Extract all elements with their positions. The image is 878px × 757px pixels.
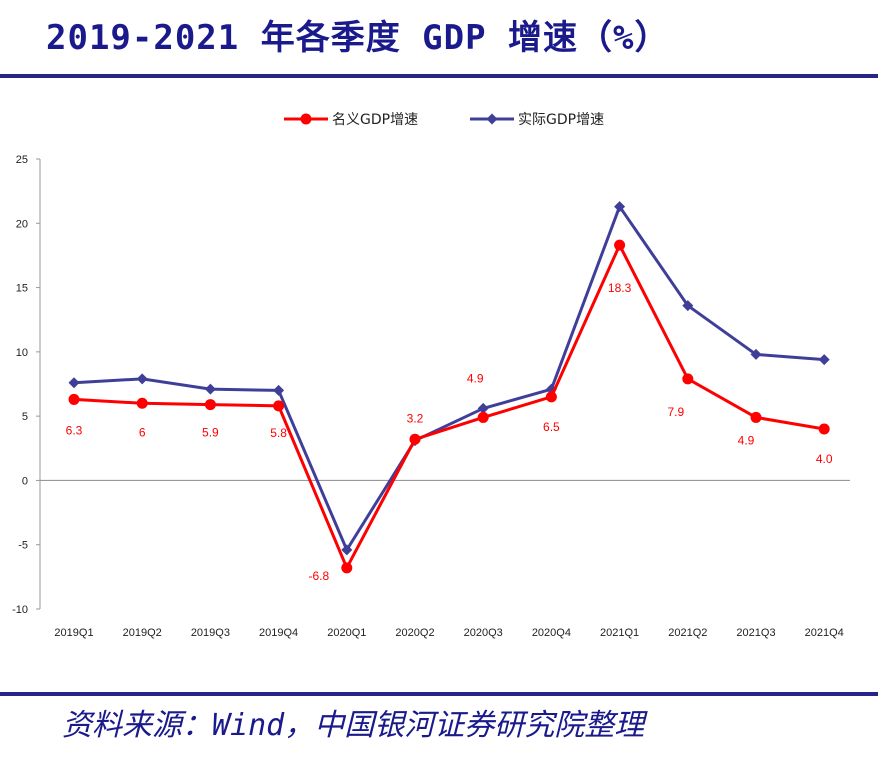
data-label: 3.2 bbox=[407, 411, 424, 425]
data-point bbox=[204, 399, 216, 411]
data-label: 4.9 bbox=[467, 371, 484, 385]
data-point bbox=[273, 384, 285, 396]
data-label: 4.0 bbox=[816, 452, 833, 466]
data-label: 4.9 bbox=[738, 433, 755, 447]
y-tick-label: 20 bbox=[16, 218, 28, 230]
series-line bbox=[73, 205, 825, 552]
y-tick-label: -5 bbox=[18, 540, 28, 552]
y-tick-label: 15 bbox=[16, 283, 28, 295]
y-tick-label: 0 bbox=[22, 475, 28, 487]
data-label: 6.3 bbox=[66, 423, 83, 437]
bottom-divider bbox=[0, 692, 878, 696]
data-point bbox=[682, 373, 694, 385]
data-labels: 6.3 6 5.9 5.8 -6.8 3.2 4.9 6.5 18.3 7.9 4.9 4.0 bbox=[66, 281, 833, 583]
data-point bbox=[68, 393, 80, 405]
y-tick-label: 25 bbox=[16, 154, 28, 166]
data-point bbox=[818, 423, 830, 435]
x-axis: 2019Q1 2019Q2 2019Q3 2019Q4 2020Q1 2020Q2 2020… bbox=[40, 479, 850, 639]
data-point bbox=[477, 411, 489, 423]
legend-marker bbox=[486, 113, 498, 125]
data-point bbox=[136, 397, 148, 409]
y-axis: -10 -5 0 5 10 15 20 25 bbox=[12, 154, 41, 616]
x-tick-label: 2019Q4 bbox=[259, 627, 298, 639]
data-label: 7.9 bbox=[667, 405, 684, 419]
data-label: 5.9 bbox=[202, 426, 219, 440]
series-line bbox=[73, 243, 825, 570]
x-tick-label: 2021Q1 bbox=[600, 627, 639, 639]
y-tick-label: -10 bbox=[12, 604, 28, 616]
data-point bbox=[409, 433, 421, 445]
data-point bbox=[750, 411, 762, 423]
x-tick-label: 2021Q2 bbox=[668, 627, 707, 639]
x-tick-label: 2019Q2 bbox=[123, 627, 162, 639]
data-point bbox=[614, 239, 626, 251]
data-label: 6 bbox=[139, 425, 146, 439]
data-label: 5.8 bbox=[270, 426, 287, 440]
data-point bbox=[818, 354, 830, 366]
data-point bbox=[750, 348, 762, 360]
data-point bbox=[477, 402, 489, 414]
data-point bbox=[341, 562, 353, 574]
series-group bbox=[68, 201, 830, 574]
x-tick-label: 2021Q4 bbox=[805, 627, 844, 639]
data-point bbox=[68, 377, 80, 389]
legend-marker bbox=[300, 113, 312, 125]
data-label: 18.3 bbox=[608, 281, 632, 295]
source-note: 资料来源：Wind，中国银河证券研究院整理 bbox=[62, 708, 645, 743]
data-point bbox=[273, 400, 285, 412]
x-tick-label: 2021Q3 bbox=[736, 627, 775, 639]
data-point bbox=[682, 300, 694, 312]
data-point bbox=[136, 373, 148, 385]
x-tick-label: 2019Q3 bbox=[191, 627, 230, 639]
y-tick-label: 10 bbox=[16, 347, 28, 359]
legend-label: 名义GDP增速 bbox=[332, 112, 418, 128]
data-point bbox=[545, 391, 557, 403]
legend: 名义GDP增速 实际GDP增速 bbox=[284, 112, 604, 128]
data-point bbox=[341, 544, 353, 556]
x-tick-label: 2019Q1 bbox=[54, 627, 93, 639]
x-tick-label: 2020Q1 bbox=[327, 627, 366, 639]
data-label: 6.5 bbox=[543, 420, 560, 434]
y-tick-label: 5 bbox=[22, 411, 28, 423]
x-tick-label: 2020Q3 bbox=[464, 627, 503, 639]
x-tick-label: 2020Q2 bbox=[395, 627, 434, 639]
data-point bbox=[204, 383, 216, 395]
data-point bbox=[614, 201, 626, 213]
x-tick-label: 2020Q4 bbox=[532, 627, 571, 639]
data-label: -6.8 bbox=[308, 569, 329, 583]
legend-label: 实际GDP增速 bbox=[518, 112, 604, 128]
page-title: 2019-2021 年各季度 GDP 增速（%） bbox=[46, 18, 670, 58]
top-divider bbox=[0, 74, 878, 78]
